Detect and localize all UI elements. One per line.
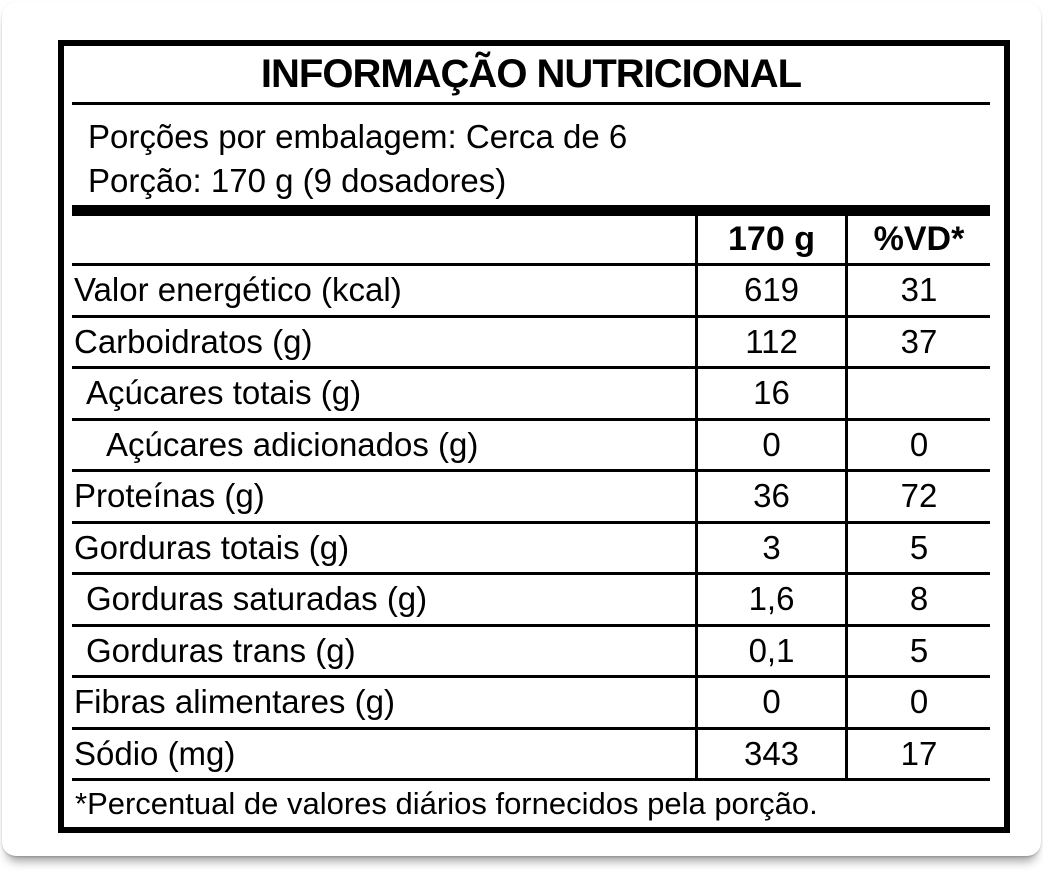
nutrient-dv-percent: 0	[845, 678, 990, 727]
label-card: INFORMAÇÃO NUTRICIONAL Porções por embal…	[2, 2, 1041, 856]
nutrient-name: Sódio (mg)	[74, 734, 236, 772]
nutrient-amount: 3	[695, 523, 845, 572]
serving-section: Porções por embalagem: Cerca de 6 Porção…	[72, 105, 990, 205]
nutrient-row-dietary-fiber: Fibras alimentares (g) 0 0	[72, 675, 990, 727]
nutrient-amount: 36	[695, 472, 845, 521]
nutrient-amount: 1,6	[695, 575, 845, 624]
column-header-daily-value: %VD*	[845, 216, 990, 263]
nutrient-dv-percent: 31	[845, 266, 990, 315]
nutrient-dv-percent: 5	[845, 626, 990, 675]
nutrient-dv-percent: 17	[845, 729, 990, 778]
column-header-row: 170 g %VD*	[72, 216, 990, 263]
nutrient-row-added-sugars: Açúcares adicionados (g) 0 0	[72, 417, 990, 469]
nutrient-dv-percent: 5	[845, 523, 990, 572]
nutrient-name: Carboidratos (g)	[74, 322, 313, 360]
nutrient-row-energy: Valor energético (kcal) 619 31	[72, 263, 990, 315]
nutrient-amount: 112	[695, 317, 845, 366]
nutrient-dv-percent: 0	[845, 420, 990, 469]
nutrient-dv-percent: 8	[845, 575, 990, 624]
column-header-amount: 170 g	[695, 216, 845, 263]
nutrient-name: Gorduras trans (g)	[86, 631, 356, 669]
nutrient-row-saturated-fat: Gorduras saturadas (g) 1,6 8	[72, 572, 990, 624]
nutrient-name: Açúcares adicionados (g)	[106, 425, 479, 463]
column-header-nutrient	[72, 216, 695, 263]
nutrition-label-title: INFORMAÇÃO NUTRICIONAL	[260, 51, 802, 96]
nutrient-row-protein: Proteínas (g) 36 72	[72, 469, 990, 521]
nutrient-amount: 0	[695, 678, 845, 727]
nutrient-name: Proteínas (g)	[74, 477, 265, 515]
nutrient-amount: 343	[695, 729, 845, 778]
serving-size-text: Porção: 170 g (9 dosadores)	[88, 162, 507, 199]
table-inner: INFORMAÇÃO NUTRICIONAL Porções por embal…	[64, 46, 1004, 827]
nutrient-amount: 0,1	[695, 626, 845, 675]
nutrient-amount: 619	[695, 266, 845, 315]
nutrient-name: Gorduras totais (g)	[74, 528, 350, 566]
header-divider-bar	[72, 205, 990, 216]
nutrient-row-total-fat: Gorduras totais (g) 3 5	[72, 520, 990, 572]
nutrient-row-trans-fat: Gorduras trans (g) 0,1 5	[72, 623, 990, 675]
nutrient-name: Valor energético (kcal)	[74, 271, 402, 309]
nutrient-amount: 16	[695, 369, 845, 418]
servings-per-package-text: Porções por embalagem: Cerca de 6	[88, 118, 628, 155]
nutrient-row-sodium: Sódio (mg) 343 17	[72, 726, 990, 778]
nutrient-row-total-sugars: Açúcares totais (g) 16	[72, 366, 990, 418]
nutrition-facts-table: INFORMAÇÃO NUTRICIONAL Porções por embal…	[58, 40, 1010, 833]
nutrient-name: Açúcares totais (g)	[86, 374, 362, 412]
nutrient-dv-percent: 37	[845, 317, 990, 366]
nutrient-amount: 0	[695, 420, 845, 469]
nutrient-name: Fibras alimentares (g)	[74, 683, 395, 721]
title-section: INFORMAÇÃO NUTRICIONAL	[72, 46, 990, 105]
nutrient-name: Gorduras saturadas (g)	[86, 580, 428, 618]
dv-footnote: *Percentual de valores diários fornecido…	[72, 778, 990, 827]
nutrient-dv-percent	[845, 369, 990, 418]
nutrient-dv-percent: 72	[845, 472, 990, 521]
nutrient-row-carbohydrates: Carboidratos (g) 112 37	[72, 314, 990, 366]
